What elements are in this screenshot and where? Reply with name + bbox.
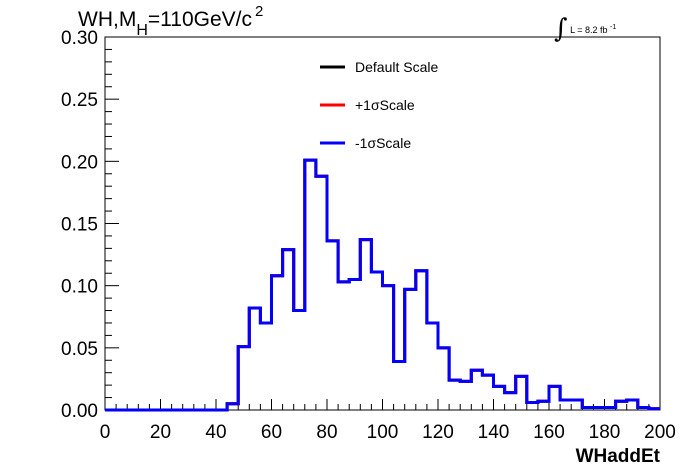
y-tick-label: 0.30: [61, 28, 98, 49]
x-axis-label: WHaddEt: [576, 446, 661, 467]
y-tick-label: 0.25: [61, 90, 98, 111]
y-tick-label: 0.15: [61, 215, 98, 236]
x-tick-label: 180: [589, 422, 621, 443]
x-tick-label: 60: [261, 422, 282, 443]
series-layer: [105, 158, 660, 412]
x-tick-label: 20: [150, 422, 171, 443]
x-tick-label: 40: [205, 422, 226, 443]
legend: Default Scale +1σScale -1σScale: [320, 59, 438, 151]
x-tick-label: 120: [422, 422, 454, 443]
y-axis: 0.00 0.05 0.10 0.15 0.20 0.25 0.30: [61, 28, 119, 422]
chart-title: WH,MH=110GeV/c 2: [78, 3, 263, 39]
x-tick-label: 0: [100, 422, 111, 443]
plot-frame: [104, 36, 661, 411]
x-tick-label: 80: [316, 422, 337, 443]
x-tick-label: 200: [644, 422, 676, 443]
luminosity-text: L = 8.2 fb: [570, 25, 608, 35]
title-prefix: WH,M: [78, 8, 137, 31]
luminosity-superscript: -1: [610, 24, 617, 31]
series-line-2: [105, 158, 660, 412]
y-tick-label: 0.10: [61, 277, 98, 298]
y-tick-label: 0.00: [61, 401, 98, 422]
x-tick-label: 100: [367, 422, 399, 443]
x-tick-label: 160: [533, 422, 565, 443]
legend-label: -1σScale: [355, 135, 411, 151]
title-mass: =110GeV/c: [147, 8, 252, 31]
title-subscript: H: [136, 22, 148, 39]
legend-label: +1σScale: [355, 97, 415, 113]
y-tick-label: 0.20: [61, 152, 98, 173]
y-tick-label: 0.05: [61, 339, 98, 360]
x-tick-label: 140: [478, 422, 510, 443]
x-axis: 0 20 40 60 80 100 120 140 160 180 200: [100, 399, 676, 443]
title-superscript: 2: [255, 3, 264, 20]
legend-label: Default Scale: [355, 59, 438, 75]
